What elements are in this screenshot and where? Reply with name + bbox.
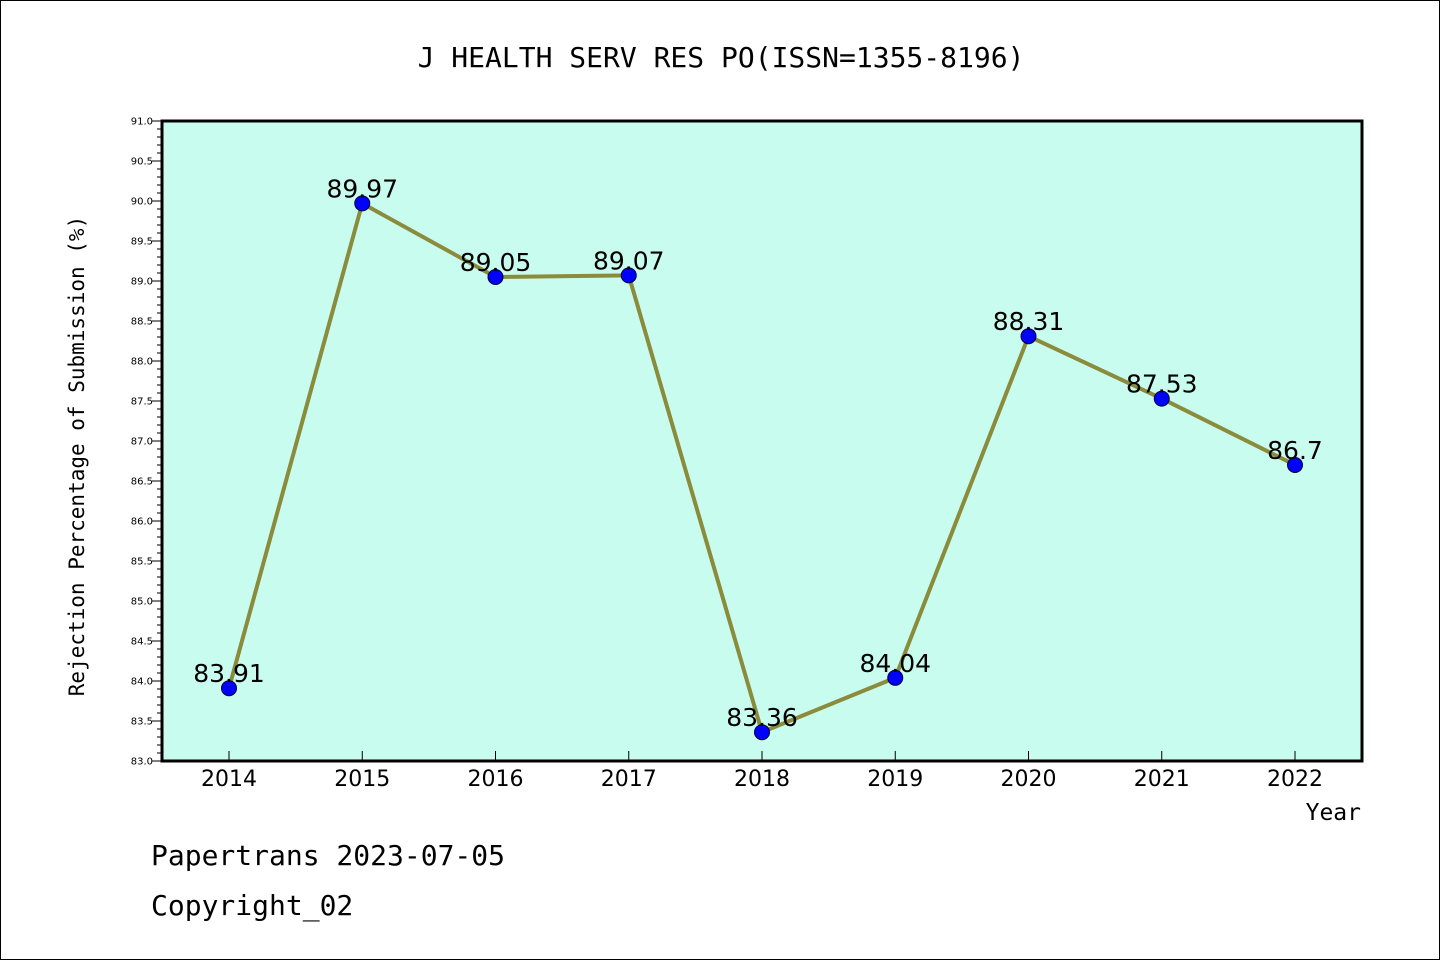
data-label: 88.31 [993,307,1065,336]
y-tick-label: 87.5 [131,397,153,408]
x-axis-title: Year [1306,800,1361,826]
data-label: 89.07 [593,246,665,275]
x-tick-label: 2014 [201,767,257,792]
x-tick-label: 2017 [601,767,657,792]
data-label: 89.05 [460,248,532,277]
y-tick-label: 83.0 [131,757,153,768]
data-label: 89.97 [326,174,398,203]
data-point-marker [1020,328,1037,345]
data-point-marker [620,267,637,284]
y-tick-label: 89.5 [131,237,153,248]
y-tick-label: 85.5 [131,557,153,568]
x-tick-label: 2022 [1267,767,1323,792]
footer-copyright-text: Copyright_02 [151,889,353,923]
x-tick-label: 2019 [867,767,923,792]
data-point-marker [487,269,504,285]
y-tick-label: 84.0 [131,677,153,688]
y-tick-label: 84.5 [131,637,153,648]
data-labels: 83.91 89.97 89.05 89.07 83.36 84.04 88.31 87.53… [193,174,1323,732]
x-tick-label: 2016 [468,767,524,792]
x-tick-label: 2021 [1134,767,1190,792]
y-tick-label: 86.5 [131,477,153,488]
series-markers [221,195,1303,741]
data-point-marker [221,680,237,697]
y-axis-title: Rejection Percentage of Submission (%) [65,216,89,696]
x-tick-label: 2020 [1001,767,1057,792]
x-tick-label: 2018 [734,767,790,792]
data-label: 83.91 [193,659,265,688]
y-tick-label: 88.0 [131,357,153,368]
data-point-marker [354,195,371,212]
y-tick-label: 86.0 [131,517,153,528]
data-point-marker [754,724,770,741]
y-tick-label: 89.0 [131,277,153,288]
footer-date-text: Papertrans 2023-07-05 [151,839,505,872]
x-axis: 2014 2015 2016 2017 2018 2019 2020 2021 2022 [201,751,1323,792]
x-tick-label: 2015 [334,767,390,792]
y-tick-label: 91.0 [131,117,153,128]
y-tick-label: 88.5 [131,317,153,328]
data-point-marker [887,669,904,686]
y-tick-label: 90.0 [131,197,153,208]
y-axis: 83.0 83.5 84.0 84.5 85.0 85.5 86.0 86.5 87.0 87.5… [131,117,162,768]
data-label: 84.04 [859,649,931,678]
data-point-marker [1153,390,1170,407]
y-tick-label: 90.5 [131,157,153,168]
data-label: 87.53 [1126,370,1198,399]
y-tick-label: 83.5 [131,717,153,728]
y-tick-label: 85.0 [131,597,153,608]
chart-title: J HEALTH SERV RES PO(ISSN=1355-8196) [418,41,1025,74]
data-label: 86.7 [1267,436,1323,465]
data-point-marker [1287,457,1303,473]
y-tick-label: 87.0 [131,437,153,448]
plot-area [160,119,1364,763]
data-label: 83.36 [726,703,798,732]
